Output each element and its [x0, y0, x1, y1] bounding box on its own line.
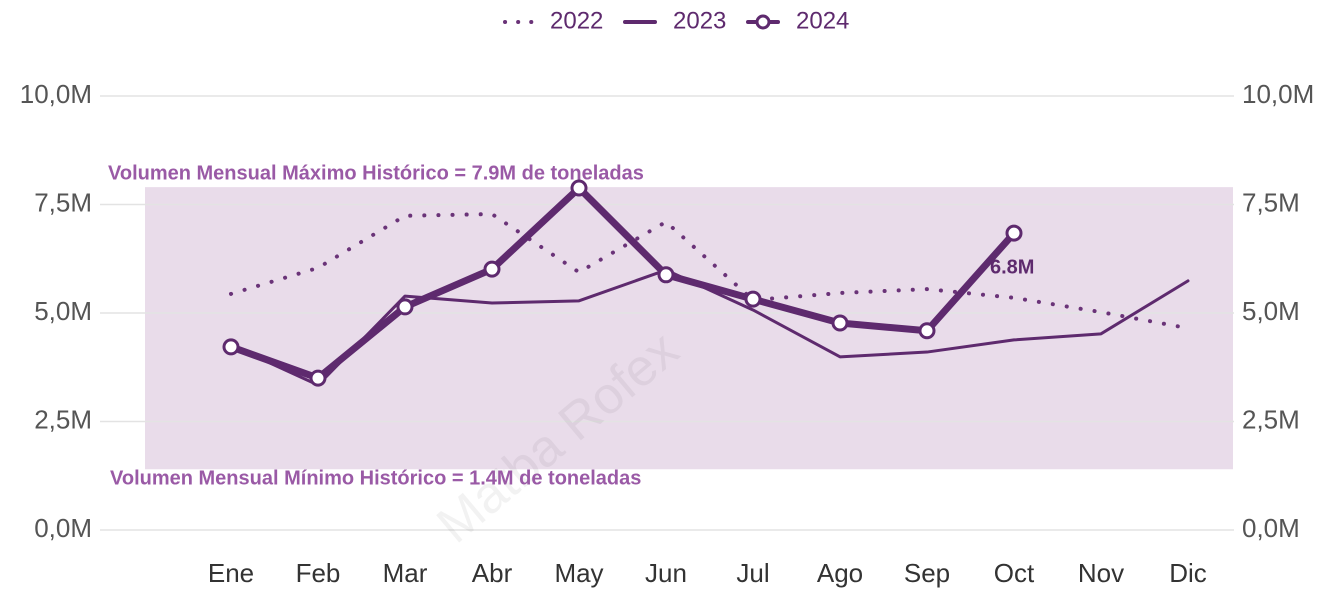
series-marker: [396, 298, 414, 316]
y2-tick-label: 0,0M: [1242, 513, 1300, 543]
legend-label: 2024: [796, 7, 849, 34]
y-tick-label: 2,5M: [34, 404, 92, 434]
x-tick-label: Abr: [472, 558, 513, 588]
series-marker: [570, 179, 588, 197]
band-layer: [100, 95, 1234, 531]
x-tick-label: May: [554, 558, 603, 588]
legend-label: 2022: [550, 7, 603, 34]
y-tick-label: 7,5M: [34, 187, 92, 217]
x-tick-label: Oct: [994, 558, 1035, 588]
legend-marker: [755, 14, 771, 30]
historic-range-band: [145, 187, 1233, 470]
y-tick-label: 5,0M: [34, 296, 92, 326]
x-tick-label: Ago: [817, 558, 863, 588]
series-marker: [309, 369, 327, 387]
max-annotation: Volumen Mensual Máximo Histórico = 7.9M …: [108, 162, 644, 184]
x-tick-label: Jun: [645, 558, 687, 588]
y2-tick-label: 5,0M: [1242, 296, 1300, 326]
x-tick-label: Sep: [904, 558, 950, 588]
x-tick-label: Dic: [1169, 558, 1207, 588]
x-tick-label: Jul: [736, 558, 769, 588]
series-marker: [918, 322, 936, 340]
y-tick-label: 0,0M: [34, 513, 92, 543]
min-annotation: Volumen Mensual Mínimo Histórico = 1.4M …: [110, 467, 641, 489]
series-line: [227, 184, 1018, 382]
y2-tick-label: 7,5M: [1242, 187, 1300, 217]
series-marker: [657, 266, 675, 284]
x-tick-label: Feb: [296, 558, 341, 588]
y2-tick-label: 10,0M: [1242, 79, 1314, 109]
series-marker: [744, 290, 762, 308]
series-marker: [1005, 224, 1023, 242]
x-tick-label: Nov: [1078, 558, 1124, 588]
data-label: 6.8M: [990, 256, 1034, 278]
x-tick-label: Mar: [383, 558, 428, 588]
x-tick-label: Ene: [208, 558, 254, 588]
y2-tick-label: 2,5M: [1242, 404, 1300, 434]
series-marker: [483, 260, 501, 278]
legend-label: 2023: [673, 7, 726, 34]
y-tick-label: 10,0M: [20, 79, 92, 109]
series-marker: [831, 314, 849, 332]
series-marker: [222, 338, 240, 356]
